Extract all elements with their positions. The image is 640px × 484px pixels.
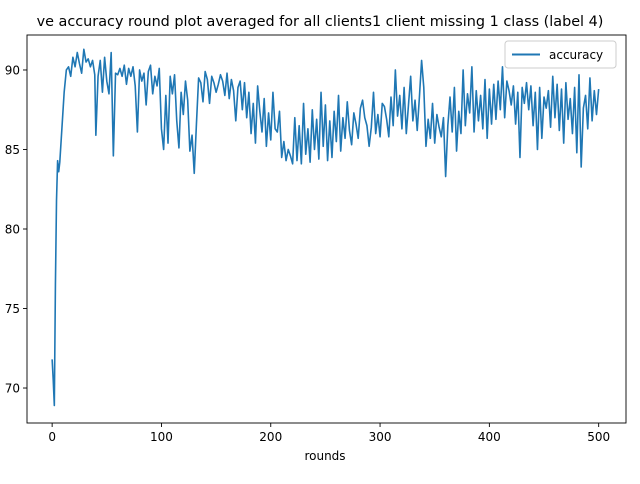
y-tick-label-85: 85 [5,143,20,157]
x-tick-label-500: 500 [587,430,610,444]
y-tick-label-70: 70 [5,382,20,396]
plot-area [51,48,600,407]
x-tick-label-200: 200 [259,430,282,444]
axes-frame [26,34,627,424]
series-line-accuracy [51,48,600,407]
axes: 0 100 200 300 400 500 70 75 80 85 90 [5,34,627,444]
x-tick-label-300: 300 [369,430,392,444]
legend-label-accuracy: accuracy [549,48,603,62]
y-tick-label-75: 75 [5,302,20,316]
x-tick-label-400: 400 [478,430,501,444]
legend-frame [504,40,617,69]
y-tick-label-80: 80 [5,223,20,237]
x-tick-label-0: 0 [48,430,56,444]
x-tick-label-100: 100 [150,430,173,444]
legend: accuracy [504,40,617,69]
x-axis-label: rounds [304,449,345,463]
y-tick-label-90: 90 [5,63,20,77]
chart-title: ve accuracy round plot averaged for all … [37,14,604,30]
